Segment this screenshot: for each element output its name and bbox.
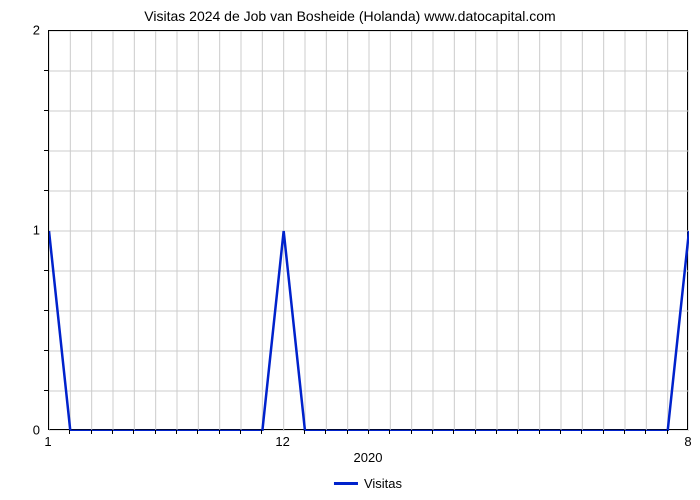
x-minor-tick <box>603 430 604 434</box>
x-minor-tick <box>475 430 476 434</box>
y-minor-tick <box>44 350 48 351</box>
series-layer <box>49 31 689 431</box>
x-minor-tick <box>133 430 134 434</box>
x-minor-tick <box>453 430 454 434</box>
legend-swatch <box>334 482 358 485</box>
y-minor-tick <box>44 270 48 271</box>
y-tick-label: 2 <box>0 23 40 38</box>
x-minor-tick <box>69 430 70 434</box>
x-minor-tick <box>368 430 369 434</box>
chart-title: Visitas 2024 de Job van Bosheide (Holand… <box>0 8 700 24</box>
x-minor-tick <box>176 430 177 434</box>
x-minor-tick <box>197 430 198 434</box>
x-minor-tick <box>411 430 412 434</box>
x-minor-tick <box>517 430 518 434</box>
x-minor-tick <box>645 430 646 434</box>
x-minor-tick <box>624 430 625 434</box>
x-minor-tick <box>560 430 561 434</box>
x-minor-tick <box>325 430 326 434</box>
x-tick-label: 1 <box>44 434 51 449</box>
x-axis-label: 2020 <box>354 450 383 465</box>
x-minor-tick <box>91 430 92 434</box>
x-minor-tick <box>112 430 113 434</box>
y-minor-tick <box>44 310 48 311</box>
y-tick-label: 1 <box>0 223 40 238</box>
plot-area <box>48 30 688 430</box>
y-minor-tick <box>44 390 48 391</box>
y-minor-tick <box>44 190 48 191</box>
legend: Visitas <box>334 476 402 491</box>
x-tick-label: 12 <box>275 434 289 449</box>
x-minor-tick <box>432 430 433 434</box>
x-minor-tick <box>389 430 390 434</box>
y-minor-tick <box>44 150 48 151</box>
x-tick-label: 8 <box>684 434 691 449</box>
y-tick-label: 0 <box>0 423 40 438</box>
x-minor-tick <box>347 430 348 434</box>
x-minor-tick <box>219 430 220 434</box>
y-minor-tick <box>44 110 48 111</box>
x-minor-tick <box>581 430 582 434</box>
x-minor-tick <box>155 430 156 434</box>
legend-label: Visitas <box>364 476 402 491</box>
x-minor-tick <box>667 430 668 434</box>
y-minor-tick <box>44 70 48 71</box>
x-minor-tick <box>240 430 241 434</box>
x-minor-tick <box>539 430 540 434</box>
x-minor-tick <box>496 430 497 434</box>
x-minor-tick <box>261 430 262 434</box>
line-chart: Visitas 2024 de Job van Bosheide (Holand… <box>0 0 700 500</box>
x-minor-tick <box>304 430 305 434</box>
